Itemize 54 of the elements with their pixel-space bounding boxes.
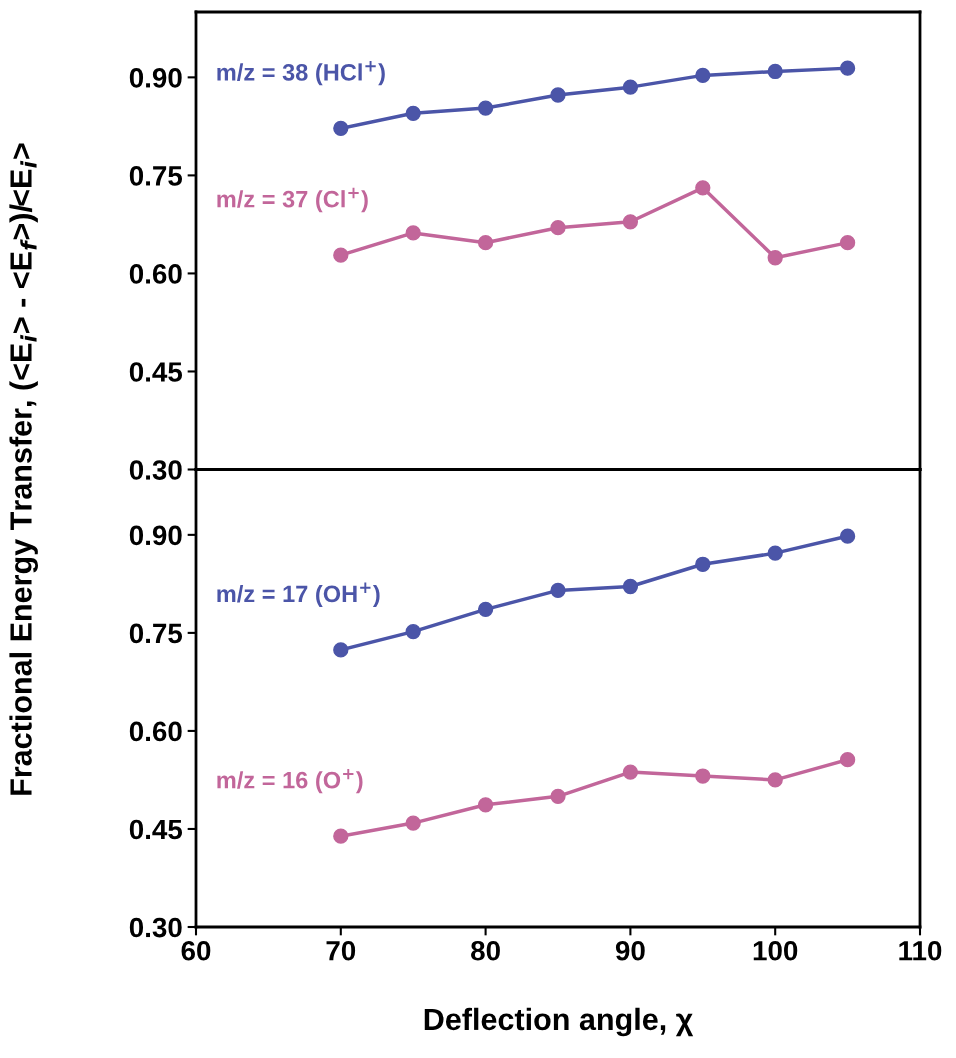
- x-axis-title: Deflection angle, χ: [424, 1007, 694, 1037]
- point: [695, 768, 711, 784]
- point: [767, 772, 783, 788]
- point: [333, 120, 349, 136]
- point: [550, 220, 566, 236]
- y-tick-label: 0.75: [129, 166, 183, 186]
- y-tick-label: 0.30: [129, 917, 182, 938]
- point: [622, 79, 639, 95]
- y-tick-label: 0.90: [129, 525, 182, 546]
- y-tick-label: 0.60: [129, 264, 182, 284]
- point: [405, 105, 421, 121]
- point: [622, 214, 639, 230]
- y-tick-label: 0.60: [129, 721, 182, 742]
- point: [695, 180, 711, 196]
- point: [622, 578, 639, 595]
- y-tick-label: 0.30: [129, 460, 182, 480]
- point: [333, 642, 349, 658]
- series-label: m/z = 38 (HCl$^{+}$): [217, 61, 385, 86]
- point: [550, 87, 566, 103]
- point: [405, 623, 421, 640]
- point: [477, 601, 494, 618]
- point: [405, 225, 421, 241]
- y-tick-label: 0.45: [129, 819, 183, 840]
- y-tick-label: 0.45: [129, 362, 183, 382]
- point: [767, 250, 783, 266]
- point: [333, 828, 349, 844]
- point: [767, 63, 783, 80]
- y-tick-label: 0.75: [129, 623, 183, 644]
- point: [550, 582, 566, 599]
- series-label: m/z = 16 (O$^{+}$): [217, 768, 363, 794]
- x-tick-label: 110: [899, 940, 942, 961]
- point: [839, 528, 856, 544]
- point: [767, 545, 783, 561]
- x-tick-label: 90: [615, 940, 645, 961]
- y-tick-label: 0.90: [129, 68, 182, 88]
- point: [695, 67, 711, 84]
- x-tick-label: 80: [471, 940, 500, 961]
- point: [550, 788, 566, 804]
- point: [839, 752, 856, 768]
- point: [622, 764, 639, 780]
- series-label: m/z = 37 (Cl$^{+}$): [217, 187, 368, 213]
- point: [477, 797, 494, 813]
- point: [839, 235, 856, 251]
- point: [695, 556, 711, 572]
- point: [477, 235, 494, 251]
- point: [333, 247, 349, 263]
- point: [839, 60, 856, 76]
- x-tick-label: 70: [326, 940, 356, 961]
- x-tick-label: 60: [181, 940, 211, 961]
- series-label: m/z = 17 (OH$^{+}$): [217, 582, 380, 607]
- point: [405, 815, 421, 831]
- point: [477, 100, 494, 116]
- x-tick-label: 100: [753, 940, 798, 961]
- y-axis-title: Fractional Energy Transfer, (<E$_{i}$> - <E$_{f}$>)/<E$_{i}$>: [9, 143, 38, 795]
